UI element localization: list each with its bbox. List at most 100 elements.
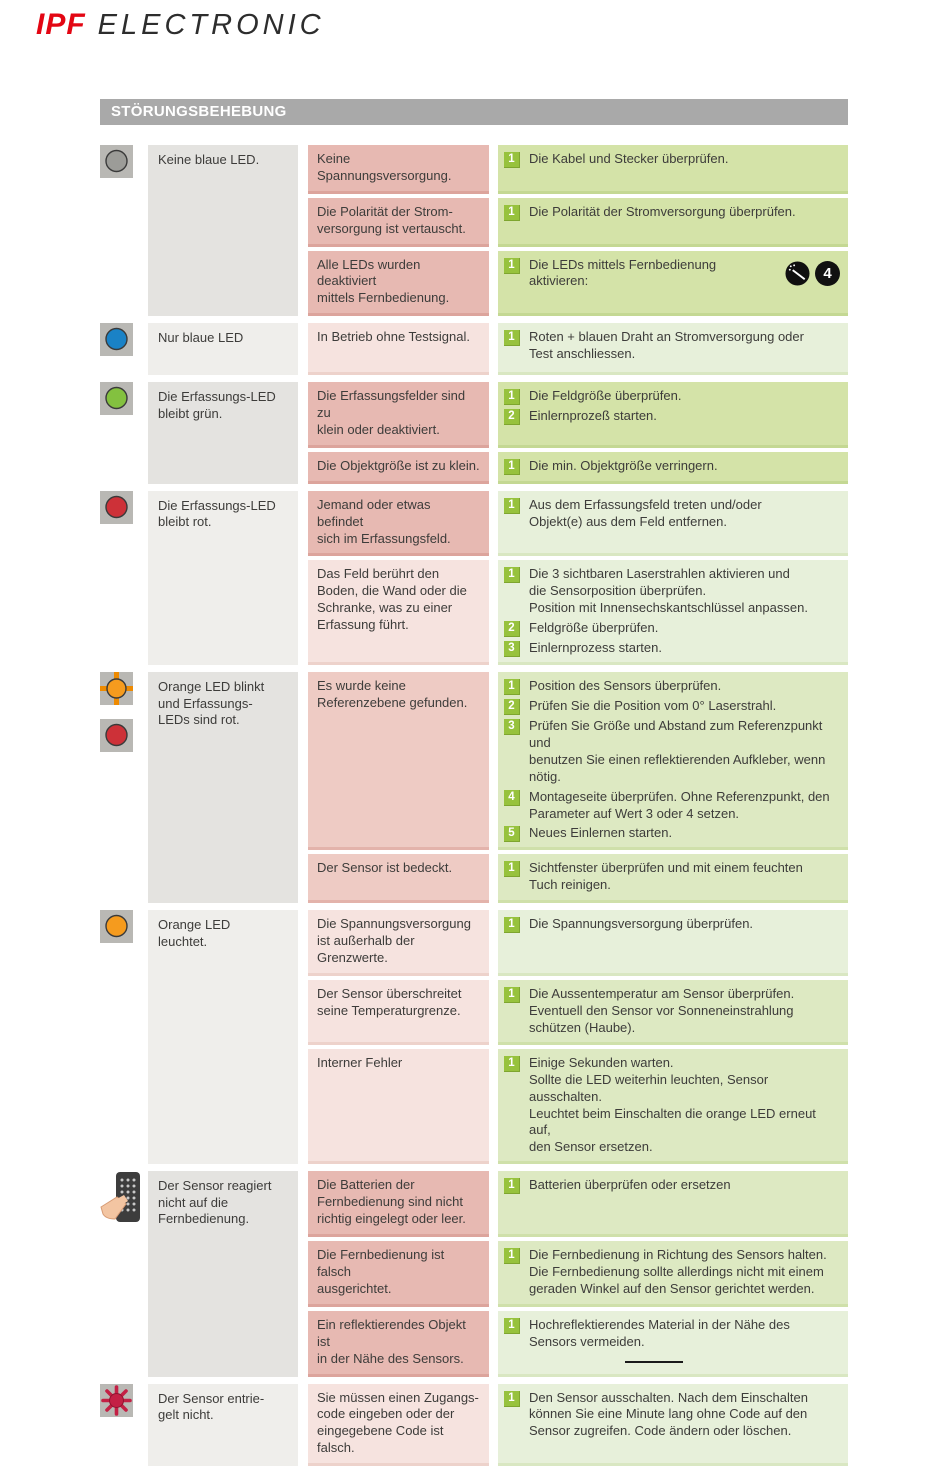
step-content: Batterien überprüfen oder ersetzen xyxy=(529,1177,840,1194)
step-text: Einige Sekunden warten. Sollte die LED w… xyxy=(529,1054,816,1155)
company-logo: IPF ELECTRONIC xyxy=(36,8,325,42)
step-text: Einlernprozeß starten. xyxy=(529,408,657,424)
blue-led-icon xyxy=(100,323,133,361)
step-number-badge: 1 xyxy=(504,497,520,514)
cause-solution-list: Die Batterien der Fernbedienung sind nic… xyxy=(308,1171,848,1377)
step-text: Einlernprozess starten. xyxy=(529,640,662,656)
step-text: Die Polarität der Stromversorgung überpr… xyxy=(529,203,796,219)
page-title: STÖRUNGSBEHEBUNG xyxy=(100,99,848,125)
cause-solution-pair: Ein reflektierendes Objekt ist in der Nä… xyxy=(308,1310,848,1377)
step-text: Roten + blauen Draht an Stromversorgung … xyxy=(529,329,804,362)
cause-cell: Der Sensor ist bedeckt. xyxy=(308,854,489,904)
solution-step: 1 Die Spannungsversorgung überprüfen. xyxy=(504,916,840,934)
solution-cell: 1 Roten + blauen Draht an Stromversorgung… xyxy=(498,323,848,376)
solution-step: 1 Roten + blauen Draht an Stromversorgung… xyxy=(504,329,840,363)
cause-cell: Die Polarität der Strom- versorgung ist … xyxy=(308,197,489,247)
logo-brand-text: IPF xyxy=(36,8,86,41)
solution-step: 3 Prüfen Sie Größe und Abstand zum Refere… xyxy=(504,718,840,786)
cause-solution-list: Keine Spannungsversorgung. 1 Die Kabel und… xyxy=(308,145,848,317)
table-row: Orange LED blinkt und Erfassungs- LEDs s… xyxy=(100,672,848,904)
step-number-badge: 2 xyxy=(504,699,520,716)
solution-step: 1 Die Feldgröße überprüfen. xyxy=(504,388,840,406)
step-number-badge: 1 xyxy=(504,204,520,221)
cause-solution-pair: Jemand oder etwas befindet sich im Erfas… xyxy=(308,490,848,557)
step-number-badge: 1 xyxy=(504,257,520,274)
step-number-badge: 1 xyxy=(504,1055,520,1072)
step-number-badge: 1 xyxy=(504,152,520,168)
table-row: Nur blaue LED In Betrieb ohne Testsignal.… xyxy=(100,323,848,376)
step-content: Neues Einlernen starten. xyxy=(529,825,840,842)
step-text: Die min. Objektgröße verringern. xyxy=(529,457,718,473)
step-content: Die Kabel und Stecker überprüfen. xyxy=(529,151,840,168)
step-text: Die Aussentemperatur am Sensor überprüfe… xyxy=(529,986,795,1035)
step-text: Position des Sensors überprüfen. xyxy=(529,678,722,694)
orange-blink-led-icon xyxy=(100,672,133,710)
solution-cell: 1 Die min. Objektgröße verringern. xyxy=(498,451,848,484)
cause-cell: Ein reflektierendes Objekt ist in der Nä… xyxy=(308,1310,489,1377)
cause-cell: Der Sensor überschreitet seine Temperatu… xyxy=(308,980,489,1045)
remote-control-icon xyxy=(100,1171,144,1230)
solution-step: 1 Die Aussentemperatur am Sensor überprüf… xyxy=(504,986,840,1037)
cause-solution-pair: Die Spannungsversorgung ist außerhalb de… xyxy=(308,910,848,977)
red-led-icon xyxy=(100,719,133,757)
step-text: Die Kabel und Stecker überprüfen. xyxy=(529,151,729,166)
solution-step: 2 Prüfen Sie die Position vom 0° Laserstr… xyxy=(504,698,840,716)
solution-step: 1 Die Polarität der Stromversorgung überp… xyxy=(504,204,840,221)
symptom-cell: Der Sensor entrie- gelt nicht. xyxy=(148,1383,298,1466)
symptom-cell: Keine blaue LED. xyxy=(148,145,298,317)
step-number-badge: 1 xyxy=(504,1178,520,1195)
solution-step: 1 Die Kabel und Stecker überprüfen. xyxy=(504,151,840,168)
row-icon-group xyxy=(100,1383,148,1466)
step-text: Die Fernbedienung in Richtung des Sensor… xyxy=(529,1246,827,1296)
step-content: Die min. Objektgröße verringern. xyxy=(529,458,840,475)
gray-led-icon xyxy=(100,145,133,183)
step-content: Die 3 sichtbaren Laserstrahlen aktiviere… xyxy=(529,566,840,617)
step-number-badge: 1 xyxy=(504,861,520,878)
step-content: Einige Sekunden warten. Sollte die LED w… xyxy=(529,1055,840,1156)
step-number-badge: 1 xyxy=(504,389,520,406)
solution-step: 1 Die Fernbedienung in Richtung des Senso… xyxy=(504,1247,840,1298)
solution-step: 2 Feldgröße überprüfen. xyxy=(504,620,840,638)
step-number-badge: 5 xyxy=(504,826,520,843)
step-number-badge: 4 xyxy=(504,789,520,806)
step-content: Die Polarität der Stromversorgung überpr… xyxy=(529,204,840,221)
step-content: Einlernprozeß starten. xyxy=(529,408,840,425)
step-text: Prüfen Sie die Position vom 0° Laserstra… xyxy=(529,698,777,714)
solution-cell: 1 Hochreflektierendes Material in der Näh… xyxy=(498,1310,848,1377)
step-text: Die Spannungsversorgung überprüfen. xyxy=(529,916,754,932)
table-row: Keine blaue LED. Keine Spannungsversorgun… xyxy=(100,145,848,317)
step-number-badge: 1 xyxy=(504,1247,520,1264)
cause-solution-list: Die Erfassungsfelder sind zu klein oder … xyxy=(308,382,848,484)
step-content: Einlernprozess starten. xyxy=(529,640,840,657)
step-number-badge: 1 xyxy=(504,1390,520,1407)
step-content: Die Feldgröße überprüfen. xyxy=(529,388,840,405)
cause-solution-pair: Alle LEDs wurden deaktiviert mittels Fer… xyxy=(308,250,848,317)
green-led-icon xyxy=(100,382,133,420)
cause-cell: Die Batterien der Fernbedienung sind nic… xyxy=(308,1171,489,1237)
row-icon-group xyxy=(100,1171,148,1376)
solution-cell: 1 Die Spannungsversorgung überprüfen. xyxy=(498,910,848,977)
solution-step: 1 Die 3 sichtbaren Laserstrahlen aktivier… xyxy=(504,566,840,617)
cause-solution-pair: Die Erfassungsfelder sind zu klein oder … xyxy=(308,382,848,448)
symptom-cell: Orange LED blinkt und Erfassungs- LEDs s… xyxy=(148,672,298,904)
table-row: Der Sensor reagiert nicht auf die Fernbe… xyxy=(100,1171,848,1377)
red-star-icon xyxy=(100,1383,133,1422)
step-content: Die Spannungsversorgung überprüfen. xyxy=(529,916,840,933)
cause-solution-pair: Interner Fehler 1 Einige Sekunden warten. … xyxy=(308,1048,848,1165)
solution-cell: 1 Die LEDs mittels Fernbedienung aktivier… xyxy=(498,250,848,317)
step-number-badge: 2 xyxy=(504,409,520,426)
symptom-cell: Orange LED leuchtet. xyxy=(148,910,298,1165)
cause-solution-list: Jemand oder etwas befindet sich im Erfas… xyxy=(308,490,848,666)
cause-solution-list: Die Spannungsversorgung ist außerhalb de… xyxy=(308,910,848,1165)
step-text: Hochreflektierendes Material in der Nähe… xyxy=(529,1316,790,1349)
solution-cell: 1 Sichtfenster überprüfen und mit einem f… xyxy=(498,854,848,904)
solution-step: 4 Montageseite überprüfen. Ohne Referenzp… xyxy=(504,789,840,823)
step-content: Position des Sensors überprüfen. xyxy=(529,678,840,695)
symptom-cell: Die Erfassungs-LED bleibt grün. xyxy=(148,382,298,484)
step-text: Neues Einlernen starten. xyxy=(529,825,673,841)
cause-cell: Die Spannungsversorgung ist außerhalb de… xyxy=(308,910,489,977)
symptom-cell: Der Sensor reagiert nicht auf die Fernbe… xyxy=(148,1171,298,1377)
step-content: Prüfen Sie die Position vom 0° Laserstra… xyxy=(529,698,840,715)
solution-step: 1 Sichtfenster überprüfen und mit einem f… xyxy=(504,860,840,894)
step-content: Prüfen Sie Größe und Abstand zum Referen… xyxy=(529,718,840,786)
